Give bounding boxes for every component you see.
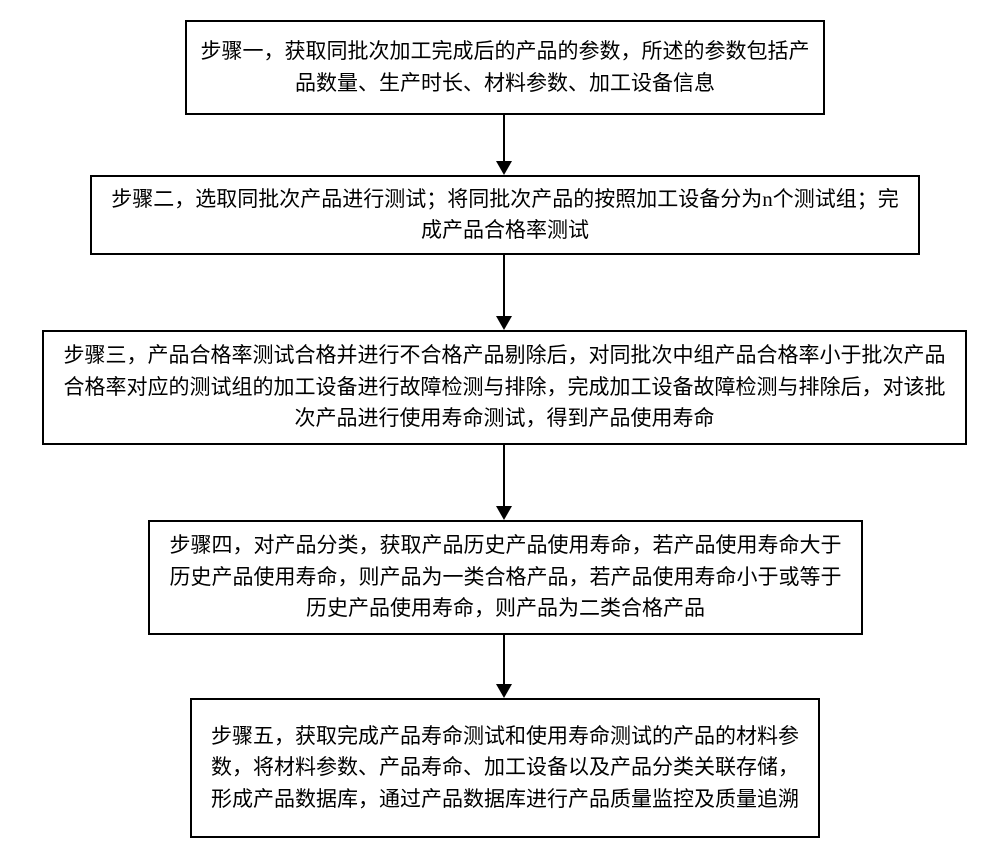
arrow-head-icon	[496, 161, 512, 175]
step-text: 步骤二，选取同批次产品进行测试；将同批次产品的按照加工设备分为n个测试组；完成产…	[104, 184, 906, 247]
arrow-line	[503, 115, 505, 161]
flowchart-step-2: 步骤二，选取同批次产品进行测试；将同批次产品的按照加工设备分为n个测试组；完成产…	[90, 175, 920, 255]
arrow-line	[503, 255, 505, 316]
flowchart-step-3: 步骤三，产品合格率测试合格并进行不合格产品剔除后，对同批次中组产品合格率小于批次…	[42, 330, 967, 445]
step-text: 步骤四，对产品分类，获取产品历史产品使用寿命，若产品使用寿命大于历史产品使用寿命…	[162, 530, 849, 625]
flowchart-step-5: 步骤五，获取完成产品寿命测试和使用寿命测试的产品的材料参数，将材料参数、产品寿命…	[190, 698, 820, 838]
step-text: 步骤一，获取同批次加工完成后的产品的参数，所述的参数包括产品数量、生产时长、材料…	[199, 36, 811, 99]
arrow-head-icon	[496, 316, 512, 330]
flowchart-step-1: 步骤一，获取同批次加工完成后的产品的参数，所述的参数包括产品数量、生产时长、材料…	[185, 20, 825, 115]
arrow-head-icon	[496, 506, 512, 520]
arrow-head-icon	[496, 684, 512, 698]
flowchart-step-4: 步骤四，对产品分类，获取产品历史产品使用寿命，若产品使用寿命大于历史产品使用寿命…	[148, 520, 863, 635]
arrow-line	[503, 635, 505, 684]
flowchart-canvas: 步骤一，获取同批次加工完成后的产品的参数，所述的参数包括产品数量、生产时长、材料…	[0, 0, 1000, 852]
step-text: 步骤三，产品合格率测试合格并进行不合格产品剔除后，对同批次中组产品合格率小于批次…	[56, 340, 953, 435]
arrow-line	[503, 445, 505, 506]
step-text: 步骤五，获取完成产品寿命测试和使用寿命测试的产品的材料参数，将材料参数、产品寿命…	[204, 721, 806, 816]
